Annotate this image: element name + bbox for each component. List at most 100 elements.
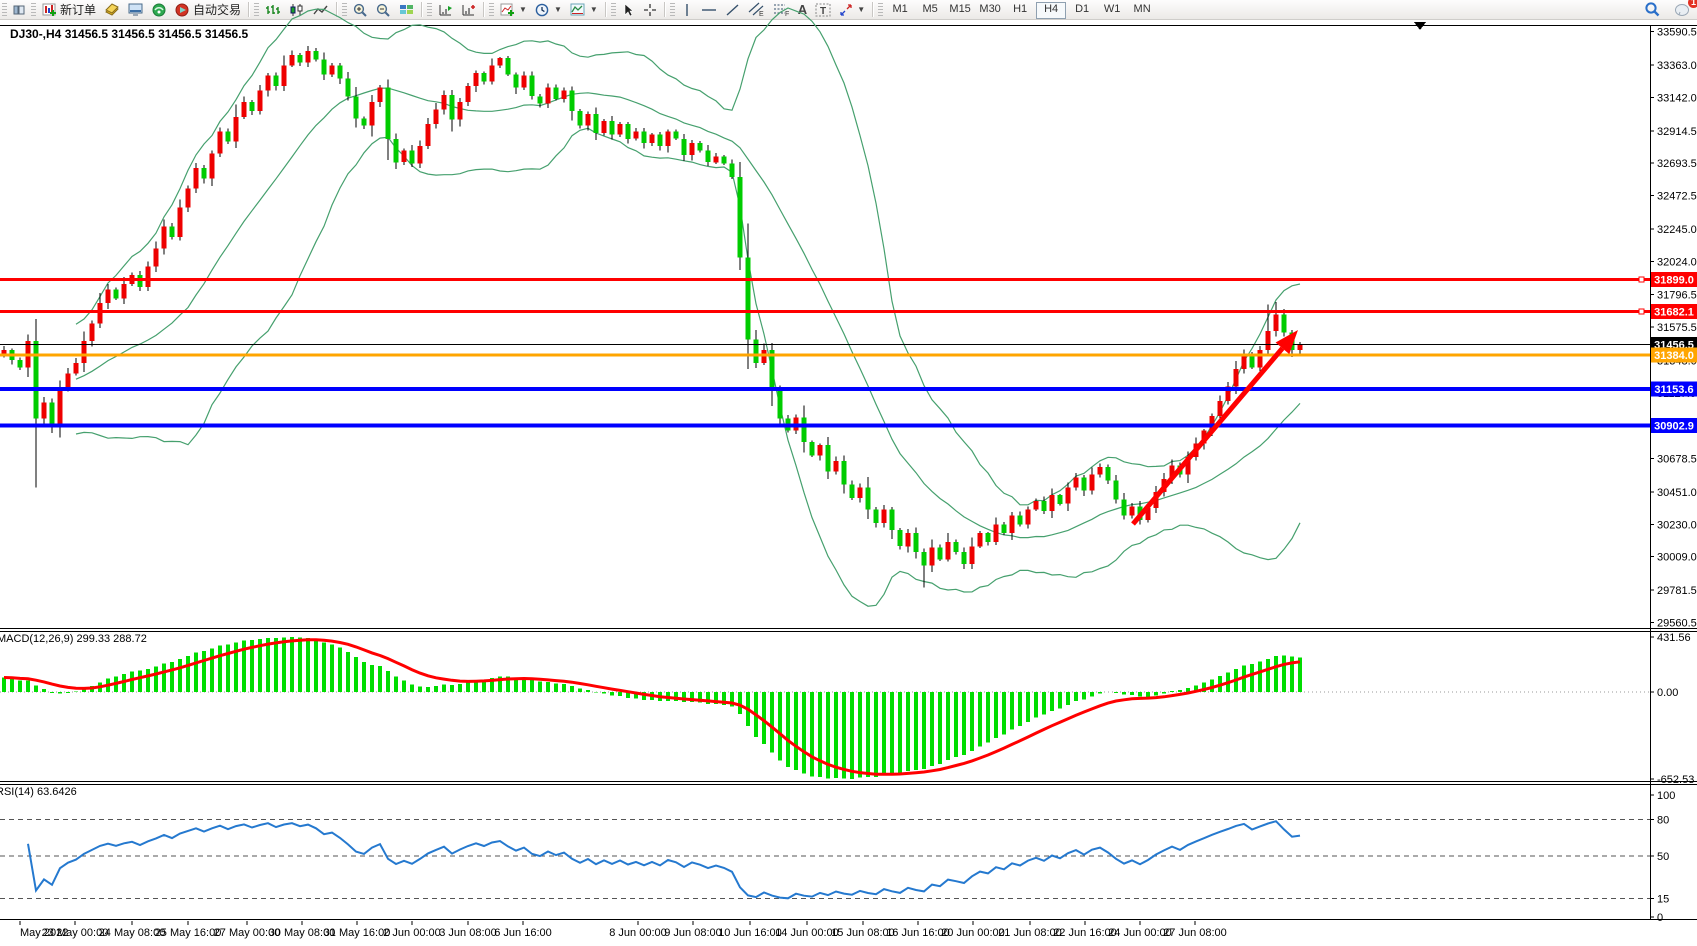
candle-body xyxy=(121,283,127,299)
candle-body xyxy=(409,150,415,164)
chevron-down-icon: ▼ xyxy=(589,5,598,14)
panes-icon[interactable] xyxy=(9,1,29,18)
candle-body xyxy=(1225,386,1231,402)
candle-body xyxy=(905,533,911,547)
candle-body xyxy=(1057,495,1063,504)
candle-body xyxy=(193,168,199,189)
candle-body xyxy=(401,150,407,163)
candle-body xyxy=(249,102,255,111)
price-level-label-box xyxy=(1651,381,1697,397)
notifications-icon[interactable]: 1 xyxy=(1670,0,1697,18)
autotrade-button[interactable]: 自动交易 xyxy=(171,1,245,18)
bar-chart-type-icon[interactable] xyxy=(261,1,285,18)
candle-body xyxy=(145,266,151,287)
timeframe-M5[interactable]: M5 xyxy=(922,2,938,15)
timeframe-H1[interactable]: H1 xyxy=(1013,2,1028,15)
candle-body xyxy=(873,509,879,523)
candle-body xyxy=(1,349,7,355)
track-chart-icon[interactable] xyxy=(457,1,480,18)
text-tool-icon[interactable]: A xyxy=(797,2,808,17)
arrows-tool-icon[interactable]: ▼ xyxy=(835,1,869,18)
candle-body xyxy=(1041,500,1047,512)
crosshair-icon[interactable] xyxy=(639,1,661,18)
candle-body xyxy=(1089,474,1095,491)
channel-tool-icon[interactable]: E xyxy=(744,1,769,18)
date-tick-label: 31 May 16:00 xyxy=(324,927,391,939)
auto-arrange-icon[interactable] xyxy=(434,1,457,18)
horizontal-level-lines[interactable] xyxy=(0,276,1650,428)
chevron-down-icon: ▼ xyxy=(519,5,527,14)
new-order-button[interactable]: 新订单 xyxy=(38,1,100,18)
candle-body xyxy=(1209,415,1215,431)
timeframe-M1[interactable]: M1 xyxy=(892,2,908,15)
candle-body xyxy=(1233,368,1239,387)
timeframe-H4[interactable]: H4 xyxy=(1036,1,1067,19)
timeframe-M15[interactable]: M15 xyxy=(949,2,971,15)
price-axis[interactable]: 33590.5 33363.0 33142.0 32914.5 32693.5 32472… xyxy=(1650,27,1697,924)
rsi-panel xyxy=(0,818,1650,900)
period-clock-icon[interactable]: ▼ xyxy=(531,1,566,18)
candle-body xyxy=(225,131,231,142)
timeframe-MN[interactable]: MN xyxy=(1133,2,1151,15)
timeframe-D1[interactable]: D1 xyxy=(1075,2,1090,15)
vertical-line-tool-icon[interactable] xyxy=(677,1,697,18)
candle-body xyxy=(993,524,999,542)
candle-body xyxy=(961,552,967,564)
candle-body xyxy=(1097,467,1103,475)
candle-body xyxy=(593,113,599,133)
candle-body xyxy=(393,138,399,163)
candle-body xyxy=(441,94,447,110)
price-level-label: 31153.6 xyxy=(1654,384,1693,396)
candle-body xyxy=(841,461,847,485)
candle-body xyxy=(1113,480,1119,500)
candle-body xyxy=(257,90,263,111)
date-tick-label: 22 Jun 16:00 xyxy=(1053,927,1117,939)
trend-arrow[interactable] xyxy=(1131,330,1298,526)
date-tick-label: 30 May 08:00 xyxy=(269,927,336,939)
price-level-label-box xyxy=(1651,303,1697,319)
zoom-out-icon[interactable] xyxy=(372,1,395,18)
search-icon[interactable] xyxy=(1640,1,1664,18)
candle-body xyxy=(497,58,503,66)
history-center-icon[interactable] xyxy=(100,1,124,18)
toolbar-drag-handle[interactable] xyxy=(31,2,36,17)
chevron-down-icon: ▼ xyxy=(857,5,866,14)
signals-icon[interactable] xyxy=(148,1,171,18)
cursor-icon[interactable] xyxy=(618,1,639,18)
date-tick-label: 23 May 00:00 xyxy=(42,927,109,939)
date-tick-label: 10 Jun 16:00 xyxy=(718,927,782,939)
toolbar-drag-handle[interactable] xyxy=(2,2,7,17)
price-tick-label: 30009.0 xyxy=(1657,552,1697,564)
candle-body xyxy=(633,131,639,139)
candle-body xyxy=(281,65,287,86)
candle-body xyxy=(529,75,535,97)
macd-panel xyxy=(0,637,1650,779)
tile-windows-icon[interactable] xyxy=(395,1,418,18)
zoom-in-icon[interactable] xyxy=(349,1,372,18)
candle-body xyxy=(777,389,783,419)
timeframe-W1[interactable]: W1 xyxy=(1103,2,1121,15)
line-chart-type-icon[interactable] xyxy=(309,1,333,18)
candle-body xyxy=(1281,314,1287,333)
market-watch-icon[interactable] xyxy=(124,1,148,18)
price-level-label: 31899.0 xyxy=(1654,275,1694,287)
horizontal-line-tool-icon[interactable] xyxy=(697,1,721,18)
candle-body xyxy=(153,248,159,267)
price-tick-label: 32914.5 xyxy=(1657,126,1697,138)
template-icon[interactable]: ▼ xyxy=(566,1,602,18)
candle-chart-type-icon[interactable] xyxy=(285,1,309,18)
svg-text:E: E xyxy=(759,11,764,17)
candle-body xyxy=(921,552,927,566)
candle-body xyxy=(737,176,743,258)
timeframe-M30[interactable]: M30 xyxy=(979,2,1001,15)
candle-body xyxy=(745,257,751,340)
trendline-tool-icon[interactable] xyxy=(721,1,744,18)
label-tool-icon[interactable]: T xyxy=(811,1,835,18)
date-tick-label: May 2022 xyxy=(20,927,68,939)
price-tick-label: 30230.0 xyxy=(1657,519,1697,531)
date-tick-label: 21 Jun 08:00 xyxy=(998,927,1062,939)
candle-body xyxy=(977,533,983,547)
add-indicator-icon[interactable]: ▼ xyxy=(496,1,531,18)
